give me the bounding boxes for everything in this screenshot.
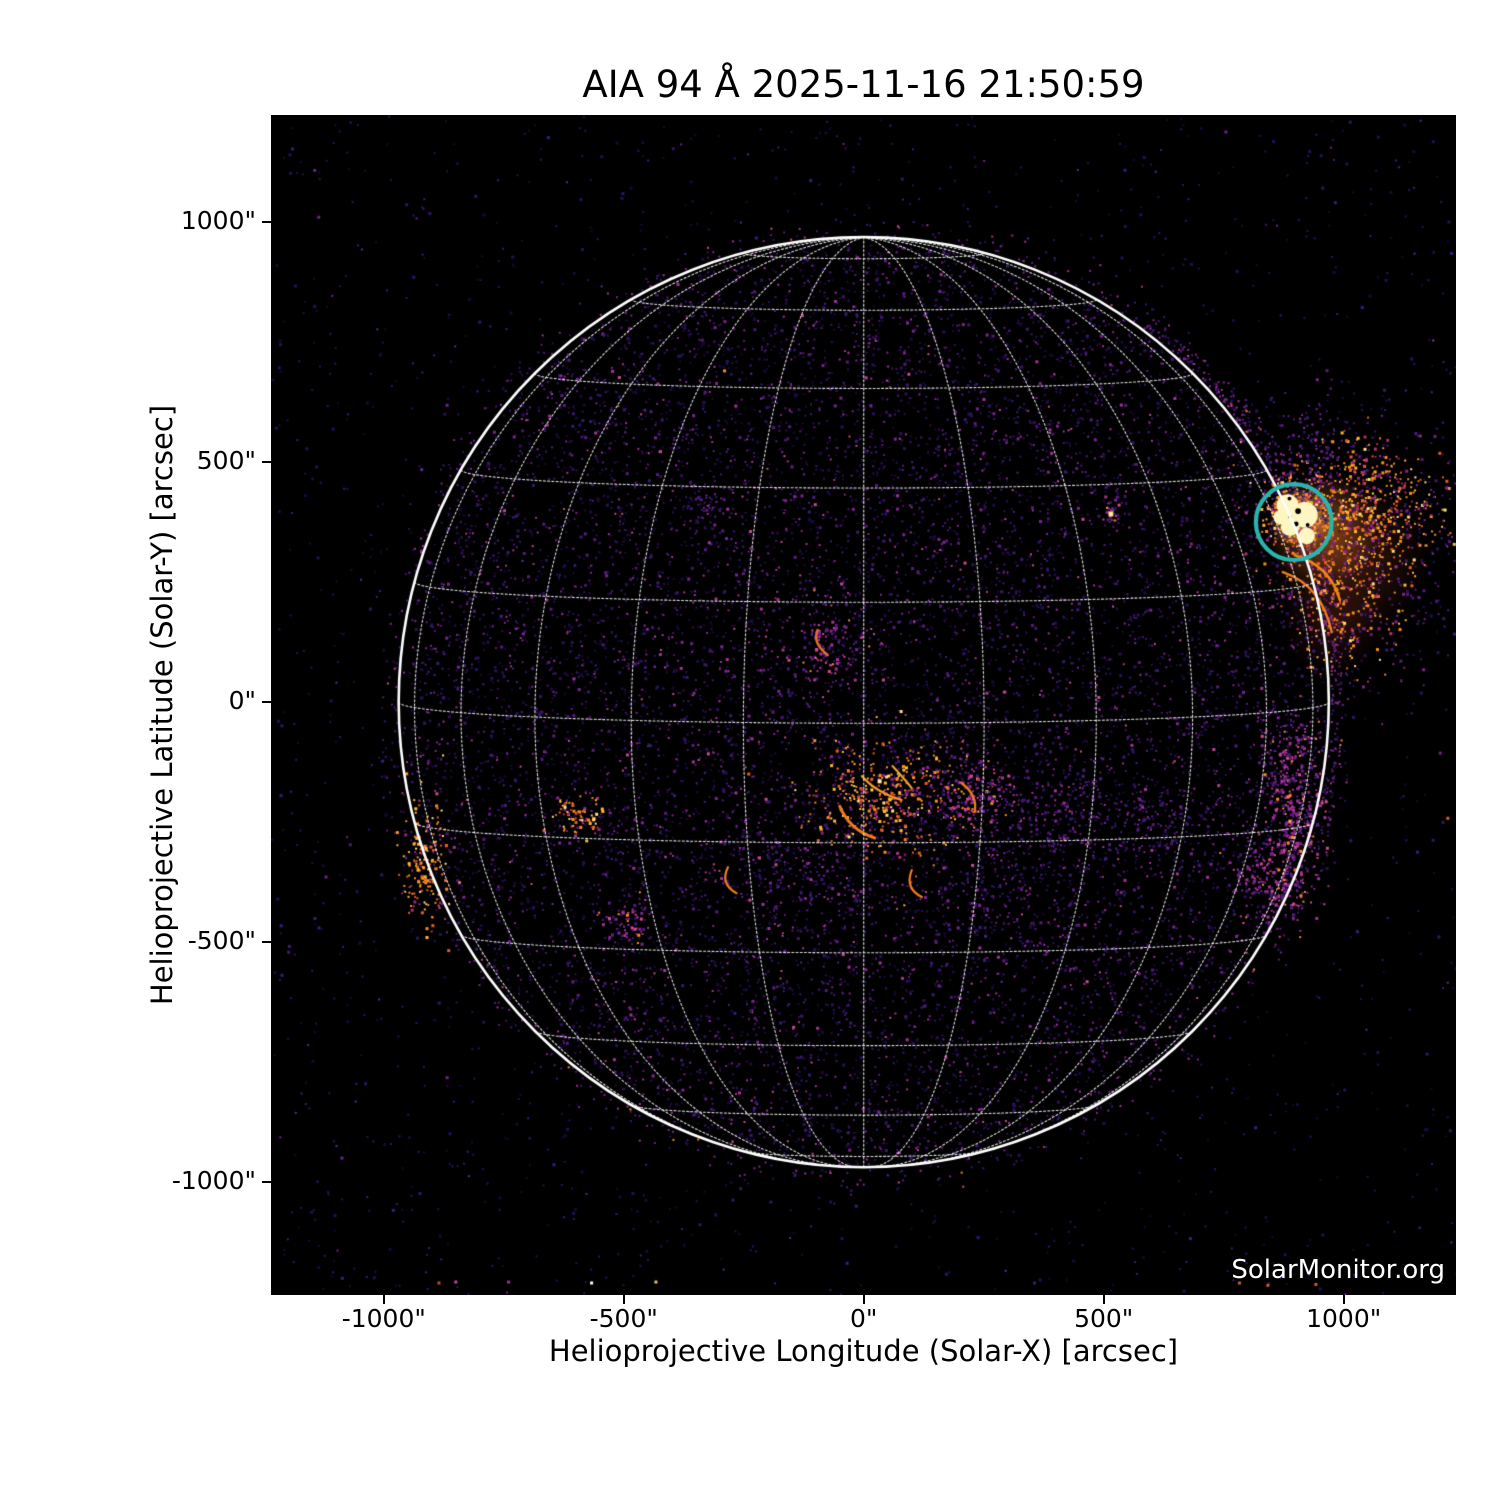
- y-tick-label: 1000": [180, 206, 256, 236]
- y-tick-mark: [262, 941, 271, 944]
- y-tick-label: -500": [187, 926, 256, 956]
- y-tick-label: 0": [228, 686, 256, 716]
- y-tick-mark: [262, 221, 271, 224]
- x-tick-label: -1000": [341, 1304, 426, 1333]
- x-tick-mark: [622, 1295, 625, 1304]
- y-tick-mark: [262, 461, 271, 464]
- x-tick-mark: [862, 1295, 865, 1304]
- watermark: SolarMonitor.org: [1231, 1255, 1445, 1285]
- x-tick-mark: [1102, 1295, 1105, 1304]
- solar-image-canvas: [271, 115, 1456, 1295]
- y-tick-mark: [262, 1181, 271, 1184]
- x-tick-mark: [1342, 1295, 1345, 1304]
- y-tick-label: -1000": [171, 1166, 256, 1196]
- x-axis-label: Helioprojective Longitude (Solar-X) [arc…: [548, 1334, 1179, 1368]
- y-axis-label: Helioprojective Latitude (Solar-Y) [arcs…: [145, 404, 179, 1006]
- x-tick-mark: [382, 1295, 385, 1304]
- chart-title: AIA 94 Å 2025-11-16 21:50:59: [582, 63, 1145, 106]
- x-tick-label: 0": [850, 1304, 878, 1333]
- x-tick-label: 1000": [1306, 1304, 1382, 1333]
- y-tick-mark: [262, 701, 271, 704]
- x-tick-label: 500": [1074, 1304, 1134, 1333]
- x-tick-label: -500": [589, 1304, 658, 1333]
- y-tick-label: 500": [196, 446, 256, 476]
- plot-area: SolarMonitor.org: [271, 115, 1456, 1295]
